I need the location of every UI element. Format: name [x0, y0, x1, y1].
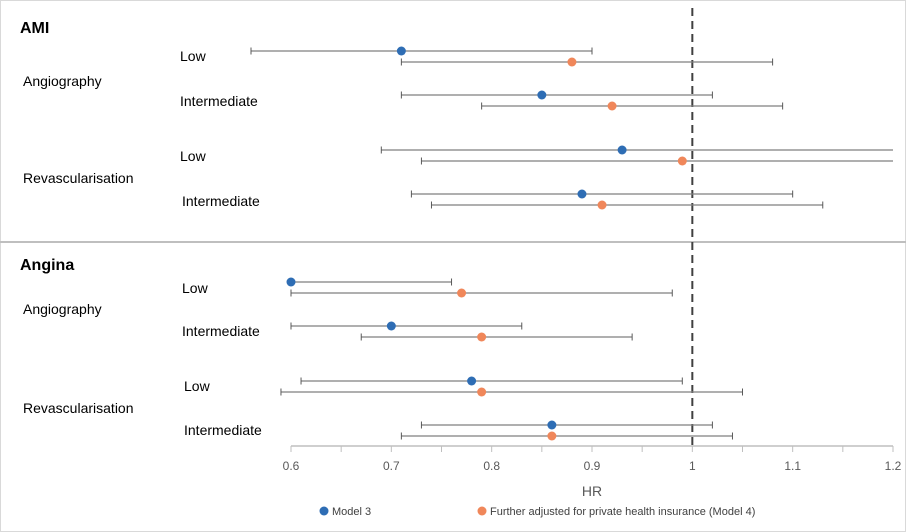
group-label-ami-angiography: Angiography	[23, 73, 102, 89]
x-tick-label: 1.2	[885, 459, 902, 473]
legend-marker-model-4	[477, 506, 487, 516]
level-label-angina-revascularisation-low: Low	[184, 378, 211, 394]
x-axis: 0.6 0.7 0.8 0.9 1 1.1 1.2	[283, 445, 902, 473]
x-tick-label: 0.9	[584, 459, 601, 473]
x-tick-label: 1	[689, 459, 696, 473]
x-tick-label: 0.6	[283, 459, 300, 473]
point-model-3	[386, 321, 396, 331]
legend-label-model-3: Model 3	[332, 506, 371, 518]
point-model-4	[547, 431, 557, 441]
plot-marks	[250, 46, 893, 441]
level-label-angina-angiography-intermediate: Intermediate	[182, 323, 260, 339]
level-label-ami-angiography-low: Low	[180, 48, 207, 64]
level-label-ami-revascularisation-low: Low	[180, 148, 207, 164]
point-model-4	[477, 332, 487, 342]
x-tick-label: 0.7	[383, 459, 400, 473]
point-model-4	[457, 288, 467, 298]
point-model-3	[467, 376, 477, 386]
point-model-3	[577, 189, 587, 199]
group-label-angina-angiography: Angiography	[23, 301, 102, 317]
point-model-4	[607, 101, 617, 111]
x-tick-label: 1.1	[784, 459, 801, 473]
point-model-4	[567, 57, 577, 67]
point-model-4	[677, 156, 687, 166]
point-model-3	[547, 420, 557, 430]
point-model-4	[597, 200, 607, 210]
point-model-4	[477, 387, 487, 397]
legend-marker-model-3	[319, 506, 329, 516]
x-tick-label: 0.8	[483, 459, 500, 473]
point-model-3	[396, 46, 406, 56]
point-model-3	[537, 90, 547, 100]
level-label-angina-revascularisation-intermediate: Intermediate	[184, 422, 262, 438]
point-model-3	[617, 145, 627, 155]
x-axis-title: HR	[582, 483, 602, 499]
legend-label-model-4: Further adjusted for private health insu…	[490, 506, 755, 518]
section-title-angina: Angina	[20, 257, 74, 274]
group-label-ami-revascularisation: Revascularisation	[23, 170, 134, 186]
level-label-ami-angiography-intermediate: Intermediate	[180, 93, 258, 109]
section-title-ami: AMI	[20, 20, 49, 37]
level-label-angina-angiography-low: Low	[182, 280, 209, 296]
legend: Model 3 Further adjusted for private hea…	[319, 506, 755, 518]
group-label-angina-revascularisation: Revascularisation	[23, 400, 134, 416]
level-label-ami-revascularisation-intermediate: Intermediate	[182, 193, 260, 209]
point-model-3	[286, 277, 296, 287]
